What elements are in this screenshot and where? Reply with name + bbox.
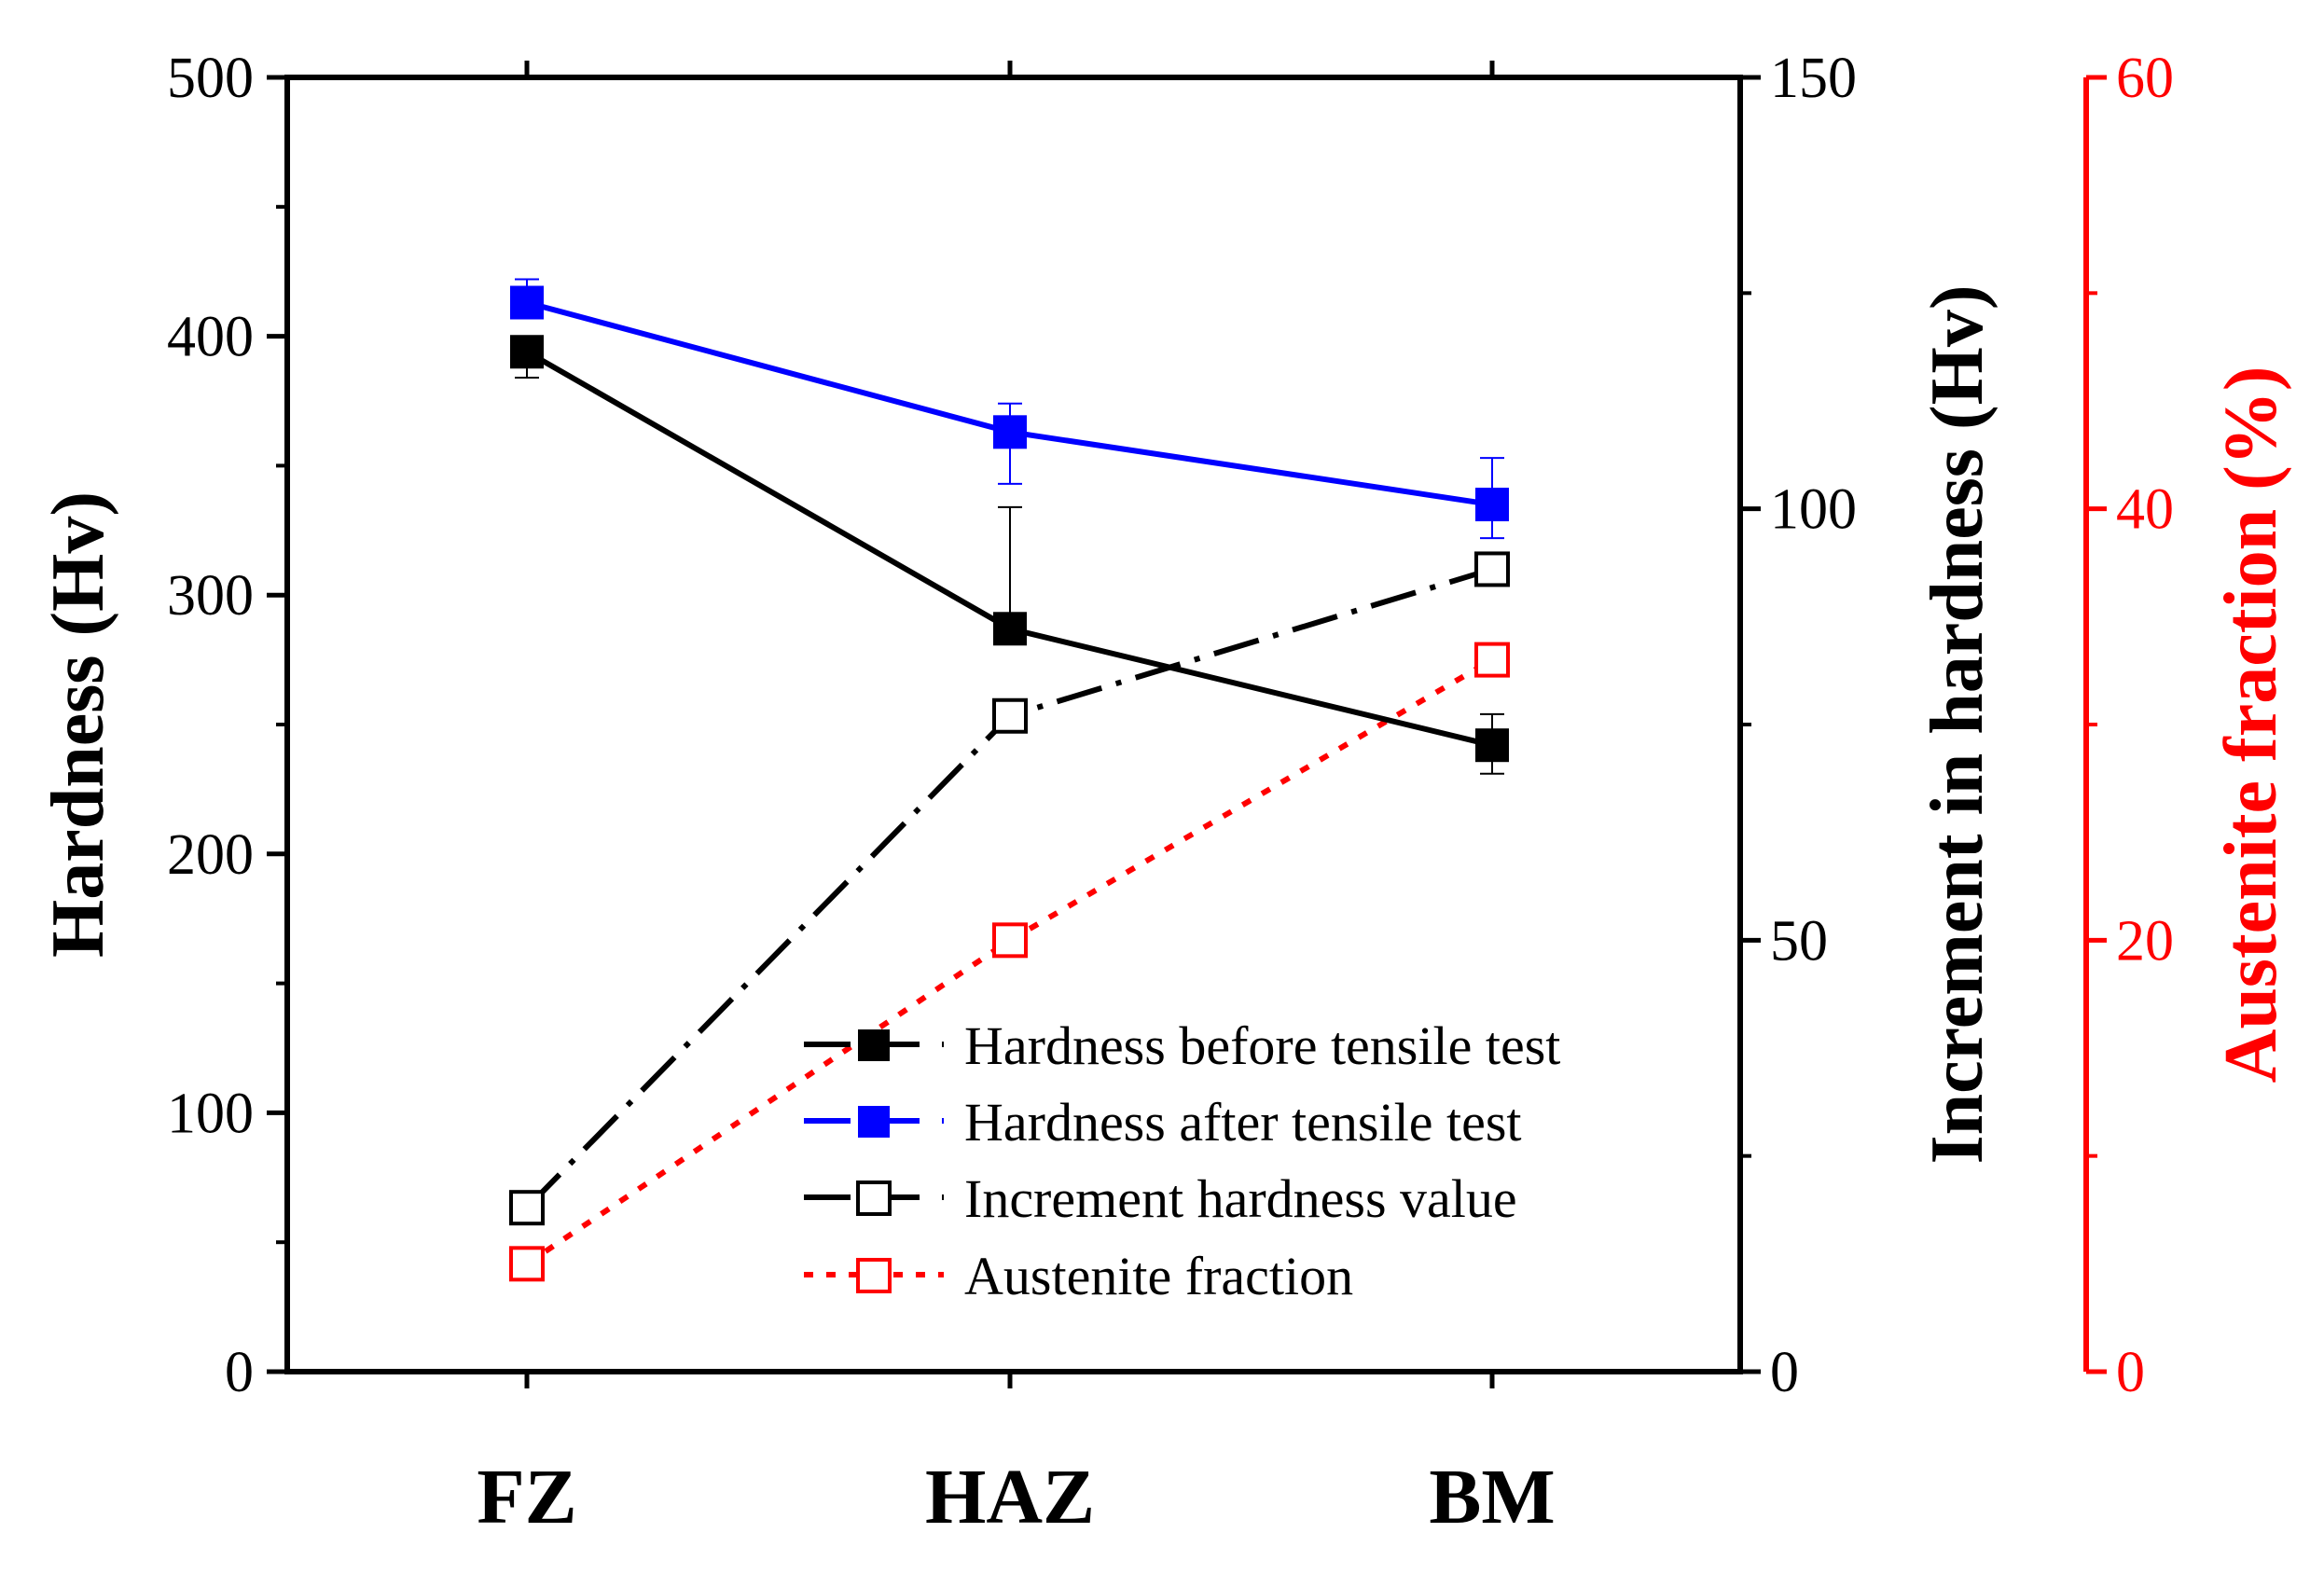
left-axis-tick-label: 100 [167,1082,254,1145]
far-right-axis-tick-label: 40 [2116,478,2174,542]
data-point-hardness-before-tensile-test [510,335,544,369]
category-label-bm: BM [1429,1454,1555,1540]
legend-item-hardness-before: Hardness before tensile test [804,1015,1560,1076]
data-point-increment-hardness-value [509,1190,545,1226]
legend-label-austenite: Austenite fraction [964,1246,1353,1306]
data-point-hardness-after-tensile-test [993,415,1027,449]
legend-label-hardness-before: Hardness before tensile test [964,1015,1560,1076]
far-right-axis-tick-label: 20 [2116,909,2174,973]
legend: Hardness before tensile test Hardness af… [804,1015,1560,1306]
category-label-fz: FZ [477,1454,576,1540]
right-axis-tick-label: 100 [1770,478,1857,542]
right-axis-tick-label: 150 [1770,47,1857,110]
data-point-hardness-before-tensile-test [1475,728,1509,763]
far-right-axis-title: Austenite fraction (%) [2210,366,2292,1084]
data-point-increment-hardness-value [992,697,1028,734]
legend-label-hardness-after: Hardness after tensile test [964,1092,1522,1153]
left-axis-tick-label: 300 [167,564,254,628]
series-layer [509,278,1510,1282]
left-axis-tick-label: 500 [167,47,254,110]
data-point-hardness-after-tensile-test [1475,488,1509,522]
far-right-axis-tick-label: 0 [2116,1341,2145,1404]
left-axis-tick-label: 200 [167,823,254,887]
legend-item-hardness-after: Hardness after tensile test [804,1092,1522,1153]
left-axis-tick-label: 400 [167,306,254,369]
right-axis-tick-label: 0 [1770,1341,1799,1404]
category-label-haz: HAZ [925,1454,1095,1540]
legend-item-austenite: Austenite fraction [804,1246,1353,1306]
data-point-hardness-after-tensile-test [510,285,544,320]
legend-item-increment: Increment hardness value [804,1168,1517,1229]
data-point-hardness-before-tensile-test [993,612,1027,646]
data-point-austenite-fraction [992,922,1028,959]
right-axis-title: Increment in hardness (Hv) [1916,285,1999,1165]
right-axis-tick-label: 50 [1770,909,1828,973]
left-axis-tick-label: 0 [225,1341,254,1404]
far-right-axis-tick-label: 60 [2116,47,2174,110]
data-point-austenite-fraction [1474,642,1510,678]
legend-label-increment: Increment hardness value [964,1168,1517,1229]
left-axis-title: Hardness (Hv) [37,491,119,958]
data-point-increment-hardness-value [1474,551,1510,587]
axes-layer: 0 100 200 300 400 500 0 50 100 150 0 20 40 60 FZ HAZ BM [167,47,2174,1540]
data-point-austenite-fraction [509,1246,545,1282]
